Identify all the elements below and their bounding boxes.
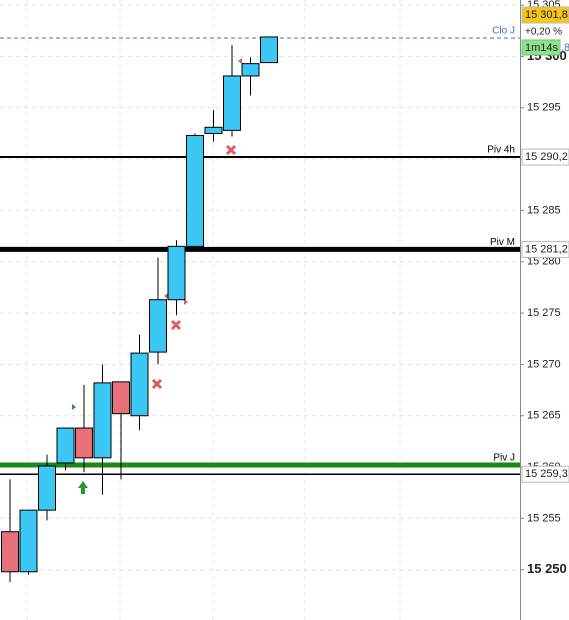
candle-body	[241, 63, 260, 77]
y-tick-label: 15 295	[527, 102, 561, 114]
y-tick-label: 15 250	[527, 561, 567, 576]
countdown-suffix: ,8	[561, 42, 569, 54]
candle-body	[1, 531, 19, 573]
level-name: Clo J	[492, 26, 515, 37]
candle-body	[260, 36, 278, 64]
level-name: Piv M	[490, 237, 515, 248]
y-tick-label: 15 280	[527, 256, 561, 268]
candle-body	[56, 427, 75, 464]
candle-body	[186, 134, 204, 247]
signal-arrow	[164, 293, 168, 299]
y-tick-label: 15 285	[527, 204, 561, 216]
level-name: Piv 4h	[487, 145, 515, 156]
candle-body	[223, 75, 241, 131]
change-label: +0,20 %	[525, 27, 562, 38]
candle-body	[112, 381, 130, 415]
price-badge	[521, 465, 569, 483]
countdown-badge	[521, 39, 561, 56]
candle-body	[38, 465, 56, 511]
candle-body	[19, 509, 38, 573]
candle-body	[167, 245, 186, 301]
signal-cross	[151, 378, 163, 390]
price-badge-label: 15 281,2	[525, 243, 568, 255]
y-tick-label: 15 265	[527, 410, 561, 422]
price-badge	[521, 148, 569, 166]
countdown-label: 1m14s	[525, 42, 559, 54]
signals	[72, 58, 242, 494]
signal-cross	[225, 144, 237, 156]
level-name: Piv J	[493, 453, 515, 464]
price-badge-label: 15 290,2	[525, 151, 568, 163]
y-tick-label: 15 305	[527, 0, 561, 11]
price-badge-label: 15 301,8	[525, 9, 568, 21]
y-tick-label: 15 275	[527, 307, 561, 319]
price-badge-label: 15 259,3	[525, 468, 568, 480]
candle-body	[130, 352, 149, 417]
candle-body	[204, 126, 223, 134]
change-badge	[522, 23, 569, 39]
price-badge	[521, 6, 569, 24]
candle-body	[93, 382, 112, 459]
y-tick-label: 15 270	[527, 358, 561, 370]
candle-body	[75, 427, 93, 459]
signal-arrow	[184, 299, 188, 305]
signal-arrow	[78, 481, 88, 494]
signal-arrow	[238, 58, 242, 64]
signal-cross	[170, 319, 182, 331]
signal-arrow	[72, 404, 76, 410]
grid	[26, 0, 401, 620]
candle-body	[149, 299, 167, 353]
price-badge	[521, 240, 569, 258]
y-tick-label: 15 255	[527, 512, 561, 524]
